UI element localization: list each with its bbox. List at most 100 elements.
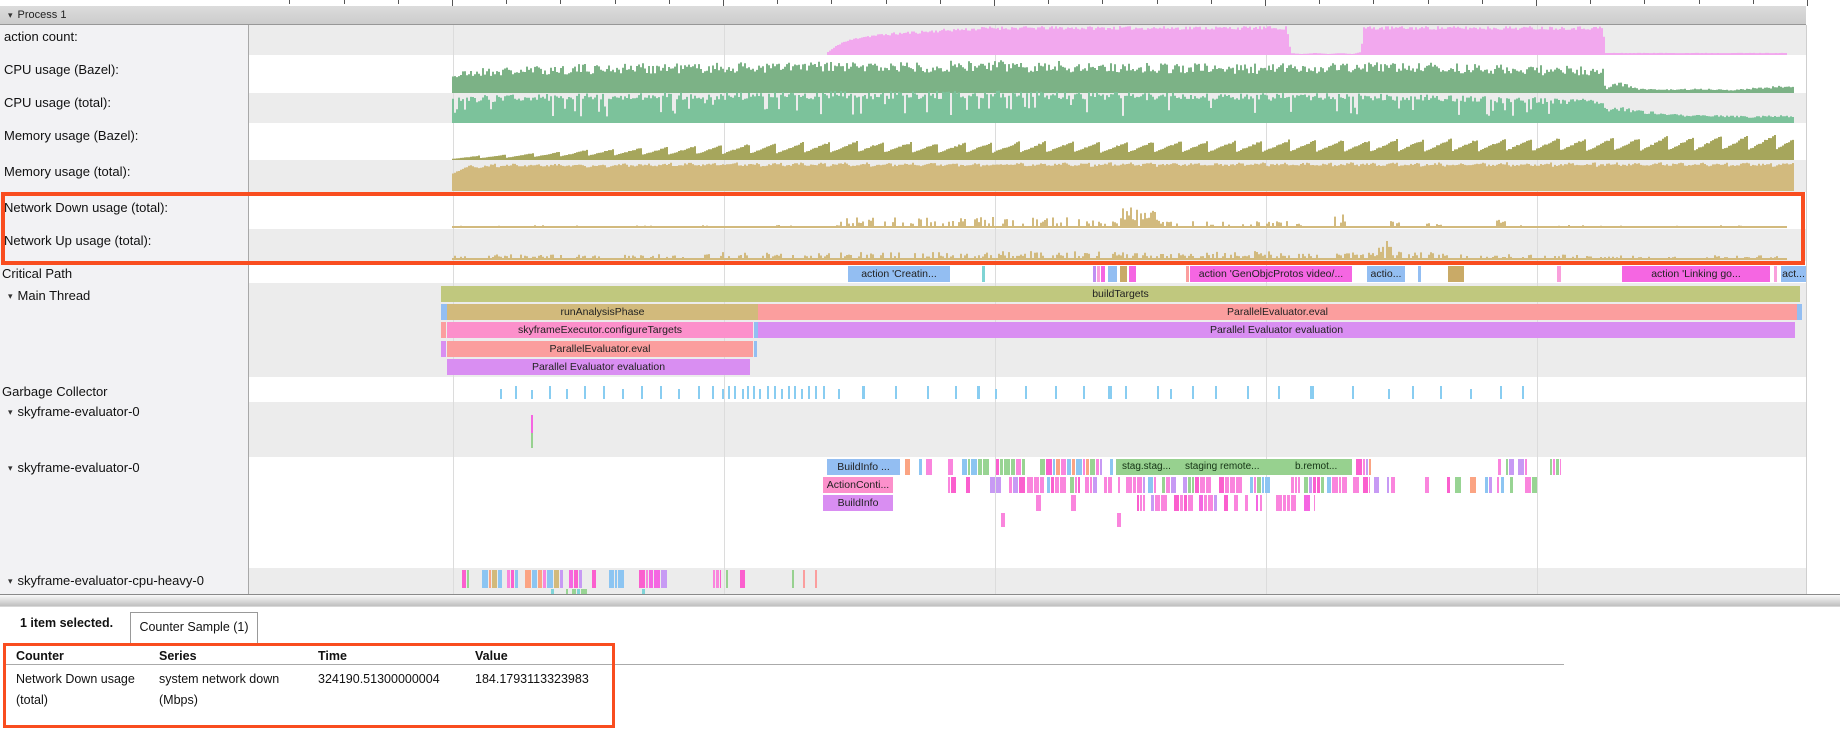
- track-label-text: Memory usage (Bazel):: [4, 128, 139, 143]
- ruler-tick-icon: [614, 0, 616, 4]
- critical-path-slice[interactable]: [1093, 266, 1096, 282]
- main-thread-slice[interactable]: Parallel Evaluator evaluation: [758, 322, 1795, 338]
- track-label-network-down-usage-total: Network Down usage (total):: [4, 200, 250, 216]
- track-label-text: Memory usage (total):: [4, 164, 131, 179]
- track-label-panel: action count: CPU usage (Bazel): CPU usage…: [0, 25, 249, 594]
- track-label-text: CPU usage (Bazel):: [4, 62, 119, 77]
- column-header-time[interactable]: Time: [318, 649, 347, 663]
- track-label-text: Garbage Collector: [2, 384, 108, 399]
- track-label-text: Network Down usage (total):: [4, 200, 169, 215]
- cell-counter: Network Down usage (total): [16, 672, 135, 707]
- critical-path-slice[interactable]: act...: [1781, 266, 1806, 282]
- track-row-background: [249, 93, 1806, 123]
- selection-status: 1 item selected.: [20, 616, 114, 630]
- process-header[interactable]: ▾ Process 1: [0, 6, 1806, 25]
- track-row-background: [249, 377, 1806, 402]
- track-label-text: Network Up usage (total):: [4, 233, 152, 248]
- track-label-skyframe-evaluator-cpu-heavy-0: ▾ skyframe-evaluator-cpu-heavy-0: [8, 573, 254, 589]
- ruler-tick-icon: [343, 0, 345, 4]
- critical-path-slice[interactable]: [1097, 266, 1100, 282]
- main-thread-slice[interactable]: buildTargets: [441, 286, 1800, 302]
- track-row-background: [249, 568, 1806, 594]
- track-label-main-thread: ▾ Main Thread: [8, 288, 254, 304]
- ruler-tick-icon: [1427, 0, 1429, 4]
- critical-path-slice[interactable]: action 'GenObjcProtos video/...: [1190, 266, 1352, 282]
- ruler-tick-icon: [1265, 0, 1266, 6]
- staging-remote-slice[interactable]: stag.stag... staging remote... b.remot...: [1116, 459, 1352, 475]
- evaluator-slice-labeled[interactable]: ActionConti...: [823, 477, 893, 493]
- track-row-background: [249, 192, 1806, 229]
- track-row-background: [249, 123, 1806, 160]
- time-ruler[interactable]: [0, 0, 1840, 6]
- main-thread-slice[interactable]: [441, 341, 446, 357]
- critical-path-slice[interactable]: [1129, 266, 1136, 282]
- ruler-tick-icon: [289, 0, 291, 4]
- critical-path-slice[interactable]: [982, 266, 985, 282]
- ruler-tick-icon: [1698, 0, 1700, 4]
- critical-path-slice[interactable]: action 'Linking go...: [1622, 266, 1770, 282]
- evaluator-slice-labeled[interactable]: BuildInfo ...: [827, 459, 900, 475]
- main-thread-slice[interactable]: Parallel Evaluator evaluation: [447, 359, 750, 375]
- ruler-tick-icon: [1319, 0, 1321, 4]
- ruler-tick-icon: [723, 0, 724, 6]
- critical-path-slice[interactable]: [1418, 266, 1421, 282]
- evaluator-slice-labeled[interactable]: BuildInfo: [823, 495, 893, 511]
- track-label-text: Main Thread: [17, 288, 91, 303]
- critical-path-slice[interactable]: actio...: [1367, 266, 1405, 282]
- ruler-tick-icon: [1590, 0, 1592, 4]
- track-row-background: [249, 229, 1806, 261]
- main-thread-slice[interactable]: runAnalysisPhase: [447, 304, 758, 320]
- critical-path-slice[interactable]: action 'Creatin...: [848, 266, 950, 282]
- process-title: Process 1: [17, 9, 67, 21]
- cell-series: system network down (Mbps): [159, 672, 280, 707]
- panel-divider[interactable]: [0, 594, 1840, 607]
- critical-path-slice[interactable]: [1108, 266, 1117, 282]
- track-label-skyframe-evaluator-0: ▾ skyframe-evaluator-0: [8, 404, 254, 420]
- critical-path-slice[interactable]: [1774, 266, 1777, 282]
- tab-counter-sample[interactable]: Counter Sample (1): [130, 612, 258, 643]
- track-label-action-count: action count:: [4, 29, 250, 45]
- track-row-background: [249, 160, 1806, 192]
- ruler-tick-icon: [668, 0, 670, 4]
- track-label-text: CPU usage (total):: [4, 95, 111, 110]
- track-label-critical-path: Critical Path: [2, 266, 248, 282]
- main-thread-slice[interactable]: ParallelEvaluator.eval: [447, 341, 753, 357]
- track-label-skyframe-evaluator-0: ▾ skyframe-evaluator-0: [8, 460, 254, 476]
- critical-path-slice[interactable]: [1101, 266, 1105, 282]
- ruler-tick-icon: [1481, 0, 1483, 4]
- ruler-tick-icon: [397, 0, 399, 4]
- critical-path-slice[interactable]: [1120, 266, 1127, 282]
- critical-path-slice[interactable]: [1186, 266, 1189, 282]
- track-row-background: [249, 261, 1806, 283]
- main-thread-slice[interactable]: [441, 322, 446, 338]
- column-header-counter[interactable]: Counter: [16, 649, 64, 663]
- main-thread-slice[interactable]: ParallelEvaluator.eval: [758, 304, 1797, 320]
- column-header-value[interactable]: Value: [475, 649, 508, 663]
- ruler-tick-icon: [1752, 0, 1754, 4]
- expander-icon[interactable]: ▾: [8, 407, 13, 417]
- slice-label: b.remot...: [1295, 461, 1338, 472]
- track-label-memory-usage-total: Memory usage (total):: [4, 164, 250, 180]
- track-label-text: skyframe-evaluator-0: [17, 404, 140, 419]
- main-thread-slice[interactable]: [1797, 304, 1802, 320]
- collapse-arrow-icon[interactable]: ▾: [8, 10, 13, 20]
- critical-path-slice[interactable]: [1448, 266, 1464, 282]
- main-thread-slice[interactable]: [754, 341, 757, 357]
- track-label-cpu-usage-total: CPU usage (total):: [4, 95, 250, 111]
- track-label-cpu-usage-bazel: CPU usage (Bazel):: [4, 62, 250, 78]
- ruler-tick-icon: [1102, 0, 1104, 4]
- column-header-series[interactable]: Series: [159, 649, 197, 663]
- main-thread-slice[interactable]: [754, 322, 758, 338]
- critical-path-slice[interactable]: [1557, 266, 1561, 282]
- track-label-text: action count:: [4, 29, 78, 44]
- ruler-tick-icon: [885, 0, 887, 4]
- expander-icon[interactable]: ▾: [8, 291, 13, 301]
- track-label-memory-usage-bazel: Memory usage (Bazel):: [4, 128, 250, 144]
- track-row-background: [249, 55, 1806, 93]
- expander-icon[interactable]: ▾: [8, 463, 13, 473]
- main-thread-slice[interactable]: skyframeExecutor.configureTargets: [447, 322, 753, 338]
- expander-icon[interactable]: ▾: [8, 576, 13, 586]
- main-thread-slice[interactable]: [441, 304, 447, 320]
- ruler-tick-icon: [1048, 0, 1050, 4]
